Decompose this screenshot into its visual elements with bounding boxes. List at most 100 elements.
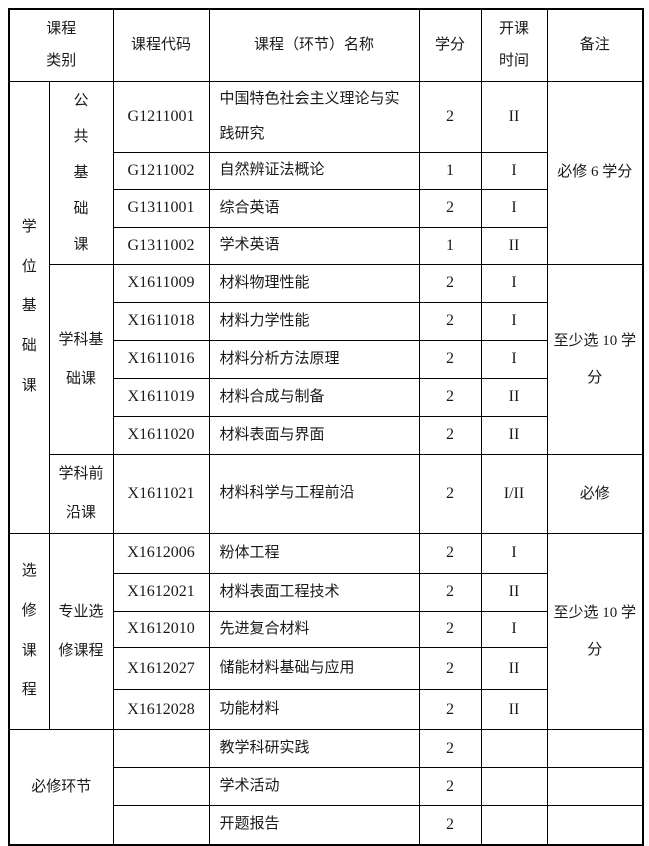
- table-row: 开题报告 2: [9, 805, 644, 846]
- subcategory-major-elective-label: 专业选修课程: [58, 603, 104, 659]
- course-time: I: [480, 533, 548, 574]
- course-code: X1612006: [112, 533, 210, 574]
- course-name: 材料表面工程技术: [208, 573, 420, 612]
- subcategory-public-basic-label: 公共基础课: [73, 92, 89, 253]
- course-name: 中国特色社会主义理论与实践研究: [208, 80, 420, 153]
- course-code: X1612010: [112, 610, 210, 649]
- course-time: II: [480, 573, 548, 612]
- course-credits: 2: [418, 80, 482, 153]
- course-time: I: [480, 189, 548, 228]
- course-credits: 1: [418, 152, 482, 190]
- table-row: X1612028 功能材料 2 II: [9, 689, 643, 731]
- course-time-empty: [480, 729, 548, 769]
- header-time-label: 开课时间: [498, 21, 529, 70]
- course-time: II: [480, 80, 548, 153]
- table-row: X1611018 材料力学性能 2 I: [9, 302, 643, 341]
- course-credits: 2: [418, 647, 482, 691]
- note-public-basic: 必修 6 学分: [546, 80, 644, 265]
- course-name: 材料表面与界面: [208, 416, 420, 455]
- course-name: 材料力学性能: [208, 302, 420, 341]
- header-category-label: 课程类别: [46, 21, 77, 70]
- header-code: 课程代码: [112, 8, 210, 82]
- course-credits: 2: [418, 805, 482, 846]
- course-name: 学术英语: [208, 227, 420, 265]
- course-credits: 2: [418, 767, 482, 807]
- course-credits: 2: [418, 378, 482, 417]
- course-time: I: [480, 340, 548, 379]
- course-credits: 1: [418, 227, 482, 265]
- table-row: G1211002 自然辨证法概论 1 I: [9, 152, 643, 190]
- course-credits: 2: [418, 302, 482, 341]
- category-elective-label: 选修课程: [21, 563, 37, 699]
- course-code: X1611019: [112, 378, 210, 417]
- course-credits: 2: [418, 533, 482, 574]
- category-required-practice: 必修环节: [8, 729, 114, 846]
- subcategory-subject-basic: 学科基础课: [48, 264, 114, 455]
- course-credits: 2: [418, 729, 482, 769]
- course-code: X1611020: [112, 416, 210, 455]
- course-credits: 2: [418, 340, 482, 379]
- course-code: G1211001: [112, 80, 210, 153]
- course-code-empty: [112, 805, 210, 846]
- course-code: G1311002: [112, 227, 210, 265]
- course-name: 学术活动: [208, 767, 420, 807]
- table-row: 学科前沿课 X1611021 材料科学与工程前沿 2 I/II 必修: [9, 454, 644, 534]
- course-name: 材料合成与制备: [208, 378, 420, 417]
- subcategory-major-elective: 专业选修课程: [48, 532, 114, 731]
- course-time: II: [480, 689, 548, 731]
- course-name: 材料物理性能: [208, 264, 420, 303]
- course-time: I: [480, 264, 548, 303]
- course-credits: 2: [418, 689, 482, 731]
- course-code: X1611021: [112, 454, 210, 534]
- course-credits: 2: [418, 573, 482, 612]
- course-credits: 2: [418, 416, 482, 455]
- category-degree-basic: 学位基础课: [8, 80, 50, 534]
- course-name: 综合英语: [208, 189, 420, 228]
- subcategory-subject-frontier: 学科前沿课: [48, 454, 114, 534]
- course-code: G1211002: [112, 152, 210, 190]
- note-empty: [546, 729, 644, 769]
- course-code: X1612027: [112, 647, 210, 691]
- category-elective: 选修课程: [8, 532, 50, 731]
- course-time: II: [480, 416, 548, 455]
- course-name: 材料分析方法原理: [208, 340, 420, 379]
- course-credits: 2: [418, 454, 482, 534]
- header-time: 开课时间: [480, 8, 548, 82]
- table-row: X1612021 材料表面工程技术 2 II: [9, 573, 643, 612]
- course-time: I: [480, 152, 548, 190]
- course-time-empty: [480, 805, 548, 846]
- course-name: 开题报告: [208, 805, 420, 846]
- course-time: I/II: [480, 454, 548, 534]
- header-credits: 学分: [418, 8, 482, 82]
- course-time: I: [480, 610, 548, 649]
- course-code: X1612021: [112, 573, 210, 612]
- course-code: X1611009: [112, 264, 210, 303]
- table-row: X1611016 材料分析方法原理 2 I: [9, 340, 643, 379]
- table-row: 学科基础课 X1611009 材料物理性能 2 I 至少选 10 学分: [9, 264, 644, 455]
- note-subject-frontier: 必修: [546, 454, 644, 534]
- course-code: X1611016: [112, 340, 210, 379]
- subcategory-subject-basic-label: 学科基础课: [58, 331, 104, 387]
- table-row: X1612010 先进复合材料 2 I: [9, 610, 643, 649]
- subcategory-public-basic: 公共基础课: [48, 80, 114, 265]
- course-name: 功能材料: [208, 689, 420, 731]
- table-row: 选修课程 专业选修课程 X1612006 粉体工程 2 I 至少选 10 学分: [8, 532, 644, 731]
- note-major-elective: 至少选 10 学分: [546, 532, 644, 731]
- course-name: 先进复合材料: [208, 610, 420, 649]
- note-empty: [546, 767, 644, 807]
- course-time: II: [480, 378, 548, 417]
- category-degree-basic-label: 学位基础课: [21, 218, 37, 394]
- header-row: 课程类别 课程代码 课程（环节）名称 学分 开课时间 备注: [8, 8, 644, 82]
- course-time-empty: [480, 767, 548, 807]
- course-credits: 2: [418, 189, 482, 228]
- course-code: X1612028: [112, 689, 210, 731]
- course-name: 教学科研实践: [208, 729, 420, 769]
- header-notes: 备注: [546, 8, 644, 82]
- table-row: 学位基础课 公共基础课 G1211001 中国特色社会主义理论与实践研究 2 I…: [8, 80, 644, 534]
- course-code: X1611018: [112, 302, 210, 341]
- course-code-empty: [112, 729, 210, 769]
- subcategory-subject-frontier-label: 学科前沿课: [58, 466, 104, 521]
- note-subject-basic: 至少选 10 学分: [546, 264, 644, 455]
- course-name: 储能材料基础与应用: [208, 647, 420, 691]
- course-time: I: [480, 302, 548, 341]
